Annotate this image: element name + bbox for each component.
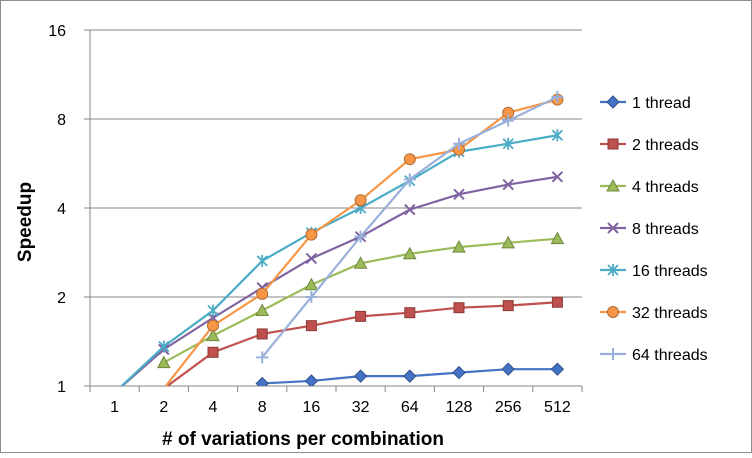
data-point [304, 374, 319, 386]
axes: 1 2 4 8 16 1 2 4 8 16 32 64 128 256 512 [48, 23, 583, 416]
legend-marker [607, 138, 619, 150]
x-tick-label: 1 [110, 399, 119, 416]
x-axis-label: # of variations per combination [162, 429, 444, 450]
legend-item: 32 threads [600, 305, 708, 322]
data-point [256, 287, 269, 300]
data-point [158, 340, 170, 353]
data-point [206, 328, 220, 342]
data-point [453, 188, 465, 201]
data-point [207, 346, 219, 358]
data-point [452, 240, 466, 253]
x-tick-label: 256 [495, 399, 522, 416]
series-line [120, 134, 558, 386]
x-tick-label: 2 [159, 399, 168, 416]
data-point [403, 173, 416, 186]
data-point [256, 254, 268, 267]
series-2-threads [165, 296, 563, 386]
series-line [120, 175, 558, 386]
gridlines [90, 29, 582, 298]
x-tick-label: 8 [258, 399, 267, 416]
data-point [404, 203, 416, 216]
data-point [156, 355, 171, 369]
data-point [305, 228, 318, 241]
legend-label: 64 threads [632, 347, 708, 364]
y-tick-label: 8 [57, 112, 66, 129]
data-point [305, 320, 317, 332]
data-point [550, 362, 565, 376]
legend-item: 64 threads [600, 347, 708, 364]
x-tick-label: 16 [303, 399, 321, 416]
data-point [354, 194, 367, 207]
legend-marker [606, 95, 620, 109]
legend-item: 8 threads [600, 221, 699, 238]
legend-item: 1 thread [600, 95, 691, 112]
data-point [304, 277, 319, 291]
x-tick-label: 512 [544, 399, 571, 416]
legend-label: 16 threads [632, 263, 708, 280]
x-tick-label: 32 [352, 399, 370, 416]
data-point [453, 137, 465, 150]
data-point [256, 328, 268, 340]
data-point [550, 231, 565, 245]
series-1-thread [255, 362, 565, 386]
legend-label: 1 thread [632, 95, 691, 112]
data-point [207, 319, 219, 332]
data-point [502, 300, 514, 312]
data-point [551, 129, 564, 142]
data-point [256, 351, 269, 364]
data-point [402, 246, 417, 260]
data-point [355, 310, 367, 322]
data-point [255, 376, 269, 386]
legend-label: 2 threads [632, 137, 699, 154]
legend-item: 16 threads [600, 263, 708, 280]
y-tick-label: 4 [57, 201, 66, 218]
data-point [452, 365, 466, 380]
legend-marker [607, 264, 619, 276]
legend-marker [607, 306, 619, 318]
data-point [354, 230, 367, 243]
data-point [551, 90, 564, 103]
legend-label: 4 threads [632, 179, 699, 196]
legend-marker [607, 348, 619, 360]
data-point [353, 256, 368, 269]
legend-item: 2 threads [600, 137, 699, 154]
data-point [255, 303, 270, 317]
data-point [305, 291, 318, 303]
y-tick-label: 2 [57, 290, 66, 307]
legend-marker [607, 222, 619, 234]
data-point [207, 304, 219, 317]
x-tick-label: 128 [446, 399, 473, 416]
x-tick-label: 4 [209, 399, 218, 416]
data-point [501, 362, 515, 376]
data-point [403, 153, 416, 166]
data-point [502, 137, 514, 150]
y-tick-label: 16 [48, 23, 66, 40]
data-point [403, 369, 417, 383]
data-point [501, 235, 516, 249]
legend: 1 thread 2 threads 4 threads 8 threads 16 th… [600, 95, 708, 364]
legend-item: 4 threads [600, 178, 699, 196]
y-axis-label: Speedup [15, 182, 36, 262]
legend-label: 32 threads [632, 305, 708, 322]
legend-label: 8 threads [632, 221, 699, 238]
y-tick-label: 1 [57, 379, 66, 396]
data-point [502, 114, 515, 127]
data-point [551, 171, 564, 183]
series-group [120, 90, 565, 386]
data-point [305, 252, 318, 265]
legend-marker [606, 178, 620, 192]
data-point [453, 302, 465, 314]
series-4-threads [156, 231, 565, 369]
data-point [353, 369, 368, 383]
x-tick-label: 64 [401, 399, 419, 416]
data-point [502, 178, 514, 191]
data-point [404, 307, 416, 319]
series-64-threads [256, 90, 564, 364]
data-point [551, 296, 563, 308]
